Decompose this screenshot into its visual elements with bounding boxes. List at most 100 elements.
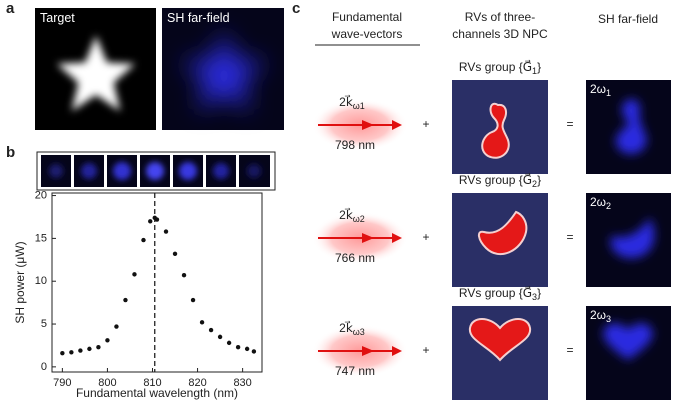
data-point [199, 320, 205, 325]
arrow-head [362, 120, 374, 130]
data-point [226, 340, 232, 346]
data-point [208, 327, 214, 333]
x-tick-label: 800 [98, 377, 116, 389]
wavelength-label: 766 nm [335, 251, 375, 265]
harmonic-label: 2ω1 [590, 82, 611, 98]
arrow-head [392, 233, 402, 243]
y-axis-label: SH power (μW) [13, 241, 27, 323]
text-part: 2ω [590, 308, 606, 322]
y-tick-label: 15 [35, 232, 47, 244]
sh-pattern [603, 323, 653, 360]
arrow-head [392, 346, 402, 356]
wavevector-label: 2k⃗ω3 [339, 320, 365, 337]
subscript: 3 [606, 314, 611, 324]
text-part: RVs group {G⃗ [459, 59, 532, 74]
subscript: 2 [606, 201, 611, 211]
rv-pattern [481, 102, 510, 159]
text-part: RVs group {G⃗ [459, 172, 532, 187]
column-header: SH far-field [598, 12, 658, 26]
harmonic-label: 2ω3 [590, 308, 611, 324]
plus-sign: + [422, 117, 429, 131]
text-part: 2k⃗ [339, 94, 353, 109]
text-part: 2ω [590, 82, 606, 96]
data-point [123, 297, 128, 303]
text-part: 2ω [590, 195, 606, 209]
text-part: 2k⃗ [339, 320, 353, 335]
y-tick-label: 0 [41, 361, 47, 373]
x-axis-label: Fundamental wavelength (nm) [76, 386, 238, 400]
rv-pattern [478, 210, 528, 255]
subscript: ω2 [353, 214, 365, 224]
data-point [148, 219, 153, 224]
image-label: SH far-field [167, 11, 230, 25]
sh-pattern [615, 99, 647, 155]
group-label: RVs group {G⃗1} [459, 59, 541, 76]
text-part: } [537, 286, 541, 300]
panel-label: c [292, 0, 300, 17]
group-label: RVs group {G⃗3} [459, 285, 541, 302]
group-label: RVs group {G⃗2} [459, 172, 541, 189]
subscript: ω1 [353, 101, 365, 111]
x-tick-label: 820 [188, 377, 206, 389]
data-point [181, 273, 187, 278]
rv-pattern [468, 318, 532, 362]
data-point [132, 272, 137, 277]
equals-sign: = [566, 230, 573, 244]
arrow-head [392, 120, 402, 130]
data-point [60, 350, 65, 356]
wavevector-label: 2k⃗ω1 [339, 94, 365, 111]
column-header: wave-vectors [331, 27, 403, 41]
x-tick-label: 810 [143, 377, 161, 389]
data-point [244, 346, 250, 352]
data-point [141, 237, 146, 243]
equals-sign: = [566, 117, 573, 131]
data-point [251, 349, 257, 354]
data-point [172, 251, 178, 257]
data-point [96, 344, 101, 350]
text-part: RVs group {G⃗ [459, 285, 532, 300]
data-point [235, 344, 241, 350]
subscript: 1 [532, 66, 537, 76]
column-header: Fundamental [332, 10, 402, 24]
y-tick-label: 20 [35, 189, 47, 201]
data-point [87, 346, 92, 352]
subscript: ω3 [353, 327, 365, 337]
wavelength-label: 747 nm [335, 364, 375, 378]
image-label: Target [40, 11, 75, 25]
plot-frame [51, 192, 263, 373]
subscript: 3 [532, 292, 537, 302]
data-point [154, 217, 160, 222]
wavelength-label: 798 nm [335, 138, 375, 152]
harmonic-label: 2ω2 [590, 195, 611, 211]
arrow-head [362, 346, 374, 356]
sh-pattern [610, 218, 655, 259]
panel-label: b [6, 144, 15, 161]
subscript: 2 [532, 179, 537, 189]
data-point [190, 297, 196, 303]
y-tick-label: 10 [35, 275, 47, 287]
panel-label: a [6, 0, 15, 17]
plus-sign: + [422, 230, 429, 244]
text-part: 2k⃗ [339, 207, 353, 222]
rows: Fundamental wave-vectors RVs of three-chan… [312, 10, 671, 400]
x-tick-label: 830 [233, 377, 251, 389]
target-image: Target [35, 8, 156, 130]
y-tick-label: 5 [41, 318, 47, 330]
wavevector-label: 2k⃗ω2 [339, 207, 365, 224]
data-point [78, 348, 83, 353]
thumbnail-strip [36, 151, 276, 191]
text-part: } [537, 173, 541, 187]
data-point [217, 334, 223, 340]
subscript: 1 [606, 88, 611, 98]
x-tick-label: 790 [53, 377, 71, 389]
text-part: } [537, 60, 541, 74]
data-point [163, 229, 169, 234]
equals-sign: = [566, 343, 573, 357]
column-header: channels 3D NPC [452, 27, 548, 41]
column-header: RVs of three- [465, 10, 535, 24]
plus-sign: + [422, 343, 429, 357]
data-point [69, 350, 74, 355]
data-point [114, 324, 119, 329]
